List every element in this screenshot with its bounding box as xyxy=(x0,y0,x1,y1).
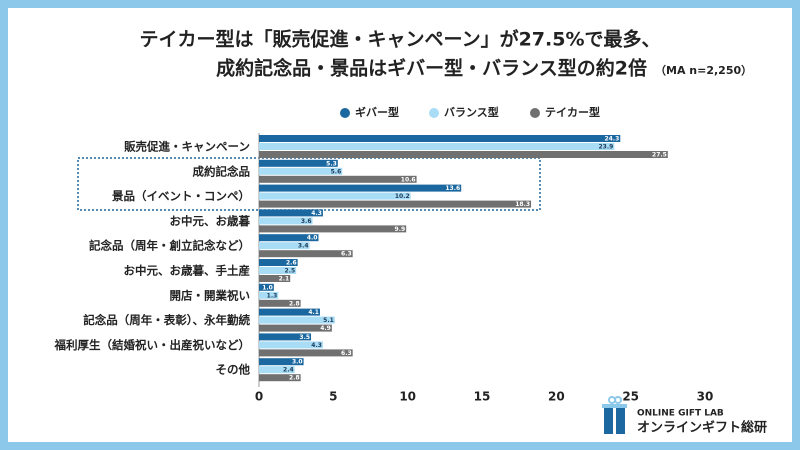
brand-logo xyxy=(602,396,627,434)
bar xyxy=(259,299,301,307)
bar xyxy=(259,283,274,291)
x-tick-label: 20 xyxy=(548,390,565,404)
bar xyxy=(259,192,411,200)
bar xyxy=(259,225,407,233)
logo-bow xyxy=(614,396,622,404)
x-tick-label: 10 xyxy=(399,390,416,404)
value-label: 4.3 xyxy=(311,210,322,217)
value-label: 5.3 xyxy=(326,160,337,167)
value-label: 13.6 xyxy=(445,185,460,192)
value-label: 4.1 xyxy=(308,309,319,316)
bar xyxy=(259,217,313,225)
y-tick-label: 福利厚生（結婚祝い・出産祝いなど） xyxy=(54,338,251,352)
bar xyxy=(259,291,279,299)
y-tick-label: 記念品（周年・創立記念など） xyxy=(89,239,250,253)
bar xyxy=(259,308,320,316)
y-tick-label: お中元、お歳暮 xyxy=(170,214,251,228)
chart-note: （MA n=2,250） xyxy=(655,64,752,77)
bar xyxy=(259,341,323,349)
logo-box-left xyxy=(604,408,613,434)
legend-label: バランス型 xyxy=(444,105,499,119)
legend-label: ギバー型 xyxy=(355,105,399,119)
value-label: 23.9 xyxy=(599,144,614,151)
bar xyxy=(259,151,668,158)
x-tick-label: 15 xyxy=(474,390,491,404)
bar xyxy=(259,267,297,274)
bar xyxy=(259,366,295,374)
y-tick-label: お中元、お歳暮、手土産 xyxy=(124,264,251,278)
value-label: 2.4 xyxy=(283,367,294,374)
bar xyxy=(259,316,335,324)
bar xyxy=(259,358,304,366)
bar xyxy=(259,175,417,183)
bar xyxy=(259,143,615,150)
value-label: 10.6 xyxy=(401,176,416,183)
bar xyxy=(259,234,319,242)
bar xyxy=(259,135,621,142)
y-tick-label: その他 xyxy=(216,363,251,377)
value-label: 3.0 xyxy=(292,359,303,366)
y-tick-label: 開店・開業祝い xyxy=(170,288,251,302)
logo-box-right xyxy=(616,408,625,434)
value-label: 24.3 xyxy=(604,136,619,143)
value-label: 4.3 xyxy=(311,342,322,349)
chart-subtitle: 成約記念品・景品はギバー型・バランス型の約2倍 xyxy=(216,57,647,80)
value-label: 18.3 xyxy=(515,201,530,208)
brand-ja: オンラインギフト総研 xyxy=(637,420,767,436)
legend-swatch xyxy=(530,108,540,118)
value-label: 2.1 xyxy=(279,276,290,283)
bar xyxy=(259,250,353,258)
value-label: 9.9 xyxy=(395,226,406,233)
bar xyxy=(259,275,291,282)
value-label: 3.4 xyxy=(298,243,309,250)
bar xyxy=(259,209,323,217)
value-label: 3.6 xyxy=(301,218,312,225)
legend-label: テイカー型 xyxy=(545,105,600,119)
value-label: 2.6 xyxy=(286,260,297,267)
bar xyxy=(259,259,298,266)
bar xyxy=(259,333,312,341)
bar xyxy=(259,159,338,167)
legend-swatch xyxy=(429,108,439,118)
value-label: 5.6 xyxy=(331,168,342,175)
value-label: 6.3 xyxy=(341,350,352,357)
value-label: 5.1 xyxy=(323,317,334,324)
legend-swatch xyxy=(340,108,350,118)
y-tick-label: 景品（イベント・コンペ） xyxy=(111,189,250,203)
x-tick-label: 25 xyxy=(622,390,639,404)
value-label: 4.9 xyxy=(320,325,331,332)
bar xyxy=(259,167,343,175)
y-tick-label: 成約記念品 xyxy=(193,164,251,178)
panel xyxy=(8,8,792,442)
x-tick-label: 30 xyxy=(697,390,714,404)
value-label: 1.0 xyxy=(262,284,273,291)
y-tick-label: 記念品（周年・表彰）、永年勤続 xyxy=(83,313,250,327)
value-label: 6.3 xyxy=(341,251,352,258)
value-label: 2.5 xyxy=(285,268,296,275)
value-label: 2.8 xyxy=(289,300,300,307)
bar xyxy=(259,200,532,208)
value-label: 4.0 xyxy=(307,235,318,242)
value-label: 2.8 xyxy=(289,375,300,382)
logo-lid xyxy=(602,404,627,408)
bar xyxy=(259,184,462,192)
value-label: 27.5 xyxy=(652,152,667,159)
value-label: 1.3 xyxy=(267,292,278,299)
brand-en: ONLINE GIFT LAB xyxy=(637,409,724,419)
bar xyxy=(259,374,301,382)
bar xyxy=(259,349,353,357)
chart-title: テイカー型は「販売促進・キャンペーン」が27.5%で最多、 xyxy=(140,28,661,51)
bar xyxy=(259,324,332,332)
x-tick-label: 0 xyxy=(255,390,263,404)
y-tick-label: 販売促進・キャンペーン xyxy=(124,140,250,154)
value-label: 10.2 xyxy=(395,193,410,200)
value-label: 3.5 xyxy=(299,334,310,341)
bar xyxy=(259,242,310,250)
x-tick-label: 5 xyxy=(329,390,337,404)
